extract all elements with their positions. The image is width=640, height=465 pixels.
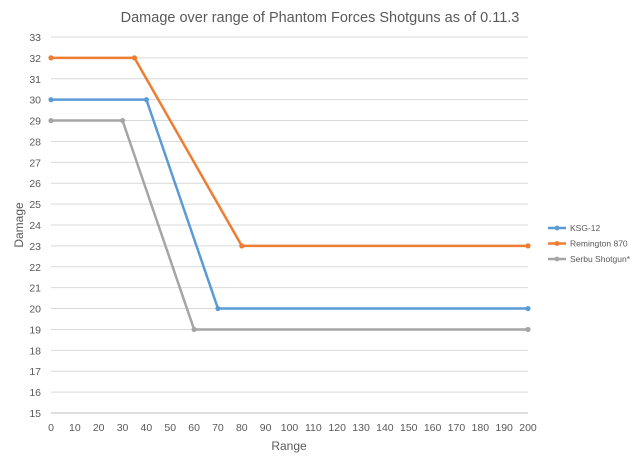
x-tick-label: 180 (472, 422, 490, 434)
legend-marker (554, 241, 560, 246)
data-point (48, 55, 54, 61)
y-tick-label: 15 (29, 408, 41, 420)
x-tick-label: 10 (69, 422, 81, 434)
y-tick-label: 26 (29, 178, 41, 190)
y-tick-label: 28 (29, 136, 41, 148)
y-tick-label: 30 (29, 95, 41, 107)
y-tick-label: 18 (29, 345, 41, 357)
data-point (525, 326, 531, 333)
x-tick-label: 0 (48, 422, 54, 434)
legend-label: Serbu Shotgun* (570, 254, 631, 264)
data-point (215, 305, 221, 312)
data-point (119, 117, 126, 124)
data-point (525, 243, 531, 249)
series-line (49, 119, 530, 331)
y-tick-label: 29 (29, 116, 41, 128)
x-tick-label: 150 (400, 422, 418, 434)
data-point (525, 305, 531, 312)
x-tick-label: 70 (212, 422, 224, 434)
series-line (49, 56, 530, 248)
y-tick-label: 19 (29, 324, 41, 336)
legend-item: Remington 870 (548, 239, 628, 249)
y-tick-labels: 15 16 17 18 19 20 21 22 23 24 25 26 27 28 29 30 31 32 33 (29, 32, 41, 420)
series (48, 97, 531, 312)
x-tick-label: 100 (281, 422, 299, 434)
x-tick-label: 80 (236, 422, 248, 434)
x-tick-label: 170 (448, 422, 466, 434)
x-tick-label: 160 (424, 422, 442, 434)
chart-title: Damage over range of Phantom Forces Shot… (121, 10, 520, 26)
x-tick-label: 190 (495, 422, 513, 434)
x-tick-labels: 0 10 20 30 40 50 60 70 80 90 100 110 120 130 140 150 160… (48, 422, 537, 434)
x-tick-label: 40 (141, 422, 153, 434)
x-tick-label: 140 (376, 422, 394, 434)
x-tick-label: 50 (164, 422, 176, 434)
y-tick-label: 24 (29, 220, 41, 232)
y-tick-label: 21 (29, 283, 41, 295)
legend-label: KSG-12 (570, 223, 601, 233)
series (48, 55, 531, 249)
y-tick-label: 32 (29, 53, 41, 65)
y-tick-label: 33 (29, 32, 41, 44)
legend-item: Serbu Shotgun* (548, 254, 631, 264)
data-point (48, 117, 54, 124)
series (48, 117, 531, 333)
data-point (143, 97, 149, 103)
x-tick-label: 20 (93, 422, 105, 434)
y-tick-label: 27 (29, 157, 41, 169)
x-tick-label: 200 (519, 422, 537, 434)
x-tick-label: 30 (117, 422, 129, 434)
legend: KSG-12 Remington 870 Serbu Shotgun* (548, 223, 631, 264)
data-point (239, 243, 245, 249)
x-tick-label: 60 (188, 422, 200, 434)
legend-item: KSG-12 (548, 223, 601, 233)
x-tick-label: 120 (328, 422, 346, 434)
y-axis-title: Damage (12, 202, 26, 248)
x-tick-label: 110 (305, 422, 322, 434)
data-point (191, 326, 197, 333)
series-lines (48, 55, 531, 333)
y-tick-label: 25 (29, 199, 41, 211)
y-tick-label: 22 (29, 262, 41, 274)
x-tick-label: 90 (260, 422, 272, 434)
data-point (48, 97, 54, 103)
data-point (131, 55, 138, 61)
gridlines (51, 36, 528, 393)
y-tick-label: 16 (29, 387, 41, 399)
legend-marker (554, 256, 560, 262)
y-tick-label: 31 (29, 74, 41, 86)
x-axis-title: Range (271, 439, 307, 453)
series-line (49, 98, 530, 310)
legend-marker (554, 225, 560, 231)
y-tick-label: 20 (29, 304, 41, 316)
legend-label: Remington 870 (570, 239, 628, 249)
x-tick-label: 130 (352, 422, 370, 434)
y-tick-label: 17 (29, 366, 41, 378)
y-tick-label: 23 (29, 241, 41, 253)
